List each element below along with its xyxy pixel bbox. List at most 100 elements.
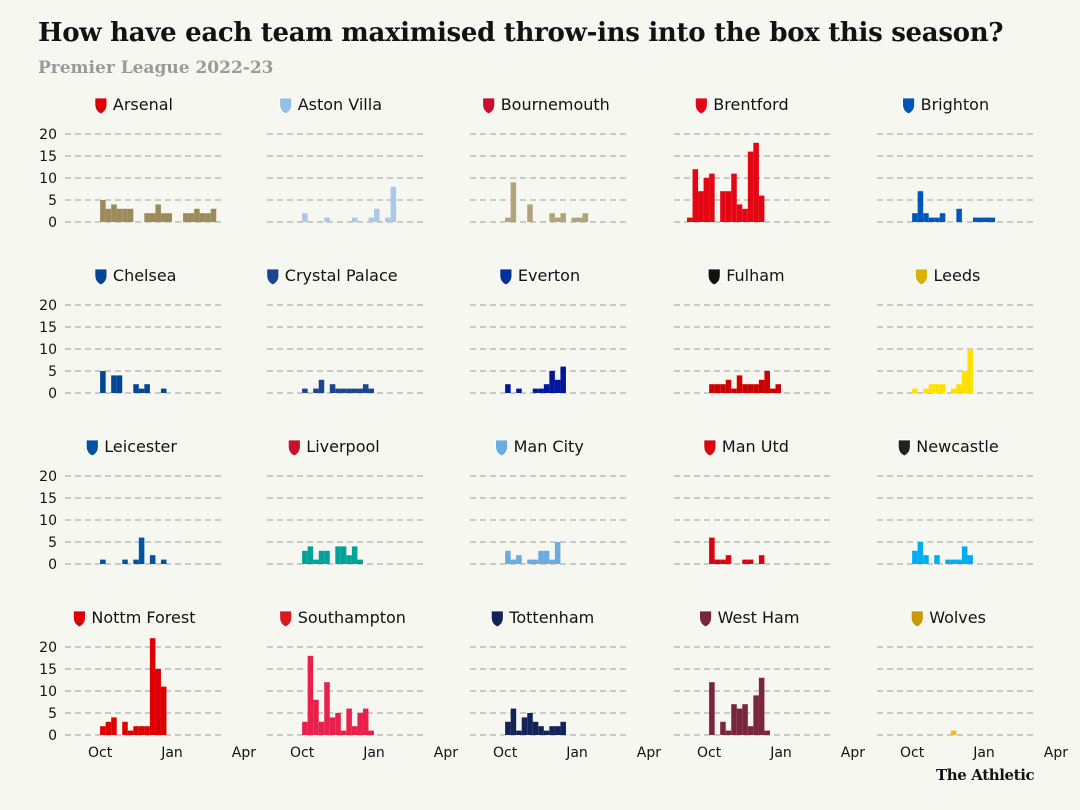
wolves-crest-icon <box>910 610 924 628</box>
bar-west-ham <box>736 708 743 735</box>
team-title-leeds: Leeds <box>934 266 981 285</box>
bar-tottenham <box>549 726 555 735</box>
newcastle-crest-icon <box>897 439 911 457</box>
bar-everton <box>543 384 550 393</box>
bar-tottenham <box>560 721 566 735</box>
bar-arsenal <box>188 213 195 222</box>
team-title-man-utd: Man Utd <box>722 437 789 456</box>
bar-liverpool <box>340 546 347 564</box>
bar-fulham <box>758 379 765 393</box>
bar-brentford <box>720 191 726 222</box>
bar-brentford <box>747 151 754 222</box>
bar-west-ham <box>742 704 748 735</box>
bar-crystal-palace <box>313 388 319 393</box>
bar-fulham <box>769 388 776 393</box>
bar-fulham <box>753 384 759 393</box>
bar-aston-villa <box>390 186 397 222</box>
x-tick-label: Apr <box>232 745 256 761</box>
bar-leeds <box>967 349 973 393</box>
team-title-arsenal: Arsenal <box>113 95 173 114</box>
man-utd-crest-icon <box>703 439 717 457</box>
bar-fulham <box>775 384 782 393</box>
bar-arsenal <box>122 208 128 222</box>
y-tick-label: 10 <box>39 171 57 187</box>
team-title-man-city: Man City <box>514 437 584 456</box>
bar-tottenham <box>521 717 528 735</box>
bar-leicester <box>160 559 167 564</box>
y-tick-label: 20 <box>39 127 57 143</box>
chelsea-crest-icon <box>94 268 108 286</box>
bar-crystal-palace <box>368 388 375 393</box>
bar-brighton <box>984 217 990 222</box>
bar-chelsea <box>133 384 139 393</box>
bar-west-ham <box>747 726 754 735</box>
bar-brighton <box>934 217 940 222</box>
bar-tottenham <box>532 721 539 735</box>
bar-arsenal <box>116 208 123 222</box>
liverpool-crest-icon <box>287 439 301 457</box>
bar-arsenal <box>155 204 161 222</box>
y-tick-label: 10 <box>39 513 57 529</box>
bar-arsenal <box>160 213 167 222</box>
bar-chelsea <box>111 375 117 393</box>
bar-bournemouth <box>527 204 533 222</box>
bar-leeds <box>956 384 962 393</box>
bar-liverpool <box>351 546 358 564</box>
bar-fulham <box>709 384 715 393</box>
x-tick-label: Jan <box>362 745 385 761</box>
bar-brentford <box>742 208 748 222</box>
bar-newcastle <box>917 542 924 564</box>
bar-aston-villa <box>368 217 375 222</box>
bar-aston-villa <box>374 208 380 222</box>
bar-arsenal <box>111 204 117 222</box>
bar-nottm-forest <box>144 726 150 735</box>
bar-west-ham <box>720 721 726 735</box>
bar-chelsea <box>100 371 106 393</box>
bar-man-utd <box>742 559 748 564</box>
bar-nottm-forest <box>133 726 139 735</box>
team-title-liverpool: Liverpool <box>306 437 379 456</box>
bar-brentford <box>687 217 693 222</box>
bar-leeds <box>961 371 968 393</box>
bar-crystal-palace <box>340 388 347 393</box>
bar-man-city <box>505 550 511 564</box>
bar-nottm-forest <box>105 721 112 735</box>
bar-brentford <box>709 173 715 222</box>
bar-tottenham <box>527 713 533 735</box>
bar-leeds <box>939 384 946 393</box>
bar-fulham <box>725 379 732 393</box>
y-tick-label: 20 <box>39 469 57 485</box>
bar-tottenham <box>505 721 511 735</box>
bar-tottenham <box>510 708 517 735</box>
bar-arsenal <box>199 213 206 222</box>
team-title-fulham: Fulham <box>726 266 784 285</box>
y-tick-label: 0 <box>48 557 57 573</box>
bar-west-ham <box>753 695 759 735</box>
bar-man-city <box>510 559 517 564</box>
bar-crystal-palace <box>346 388 352 393</box>
bar-brentford <box>698 191 704 222</box>
bar-newcastle <box>923 555 929 564</box>
bar-fulham <box>764 371 770 393</box>
bar-everton <box>560 366 566 393</box>
bar-man-utd <box>709 537 715 564</box>
y-tick-label: 0 <box>48 728 57 744</box>
x-tick-label: Oct <box>697 745 722 761</box>
bar-everton <box>532 388 539 393</box>
bar-crystal-palace <box>302 388 308 393</box>
bar-crystal-palace <box>362 384 369 393</box>
bar-west-ham <box>709 682 715 735</box>
tottenham-crest-icon <box>490 610 504 628</box>
bar-southampton <box>340 730 347 735</box>
bar-everton <box>538 388 544 393</box>
team-title-southampton: Southampton <box>298 608 406 627</box>
bar-nottm-forest <box>111 717 117 735</box>
fulham-crest-icon <box>707 268 721 286</box>
bar-man-utd <box>747 559 754 564</box>
aston-villa-crest-icon <box>279 97 293 115</box>
bar-west-ham <box>764 730 770 735</box>
bar-southampton <box>313 699 319 735</box>
bar-aston-villa <box>302 213 308 222</box>
x-tick-label: Apr <box>1044 745 1068 761</box>
bar-fulham <box>742 384 748 393</box>
